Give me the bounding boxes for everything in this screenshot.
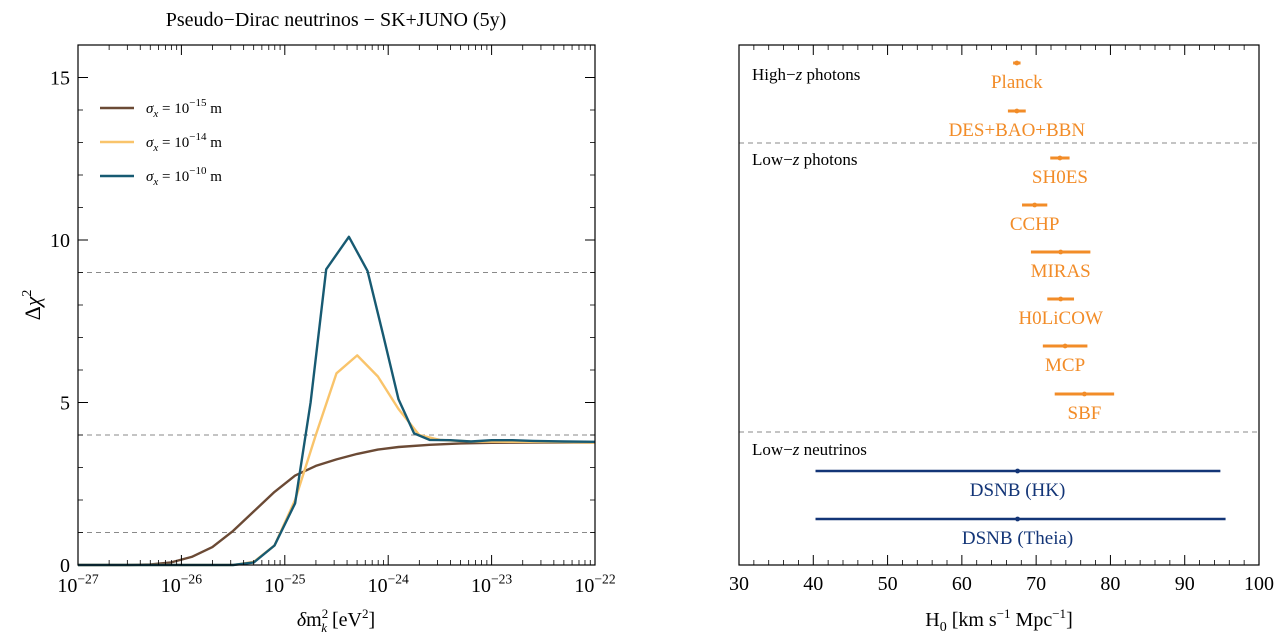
x-tick-label: 80 — [1100, 573, 1120, 595]
x-tick-label: 10−27 — [57, 572, 98, 597]
left-chart-title: Pseudo−Dirac neutrinos − SK+JUNO (5y) — [166, 9, 506, 31]
legend: σx = 10−15 m σx = 10−14 m σx = 10−10 m — [100, 97, 222, 188]
group-label: Low−z neutrinos — [752, 440, 867, 459]
measurement-label: CCHP — [1010, 214, 1060, 235]
central-value-point — [1082, 391, 1087, 397]
legend-label: σx = 10−15 m — [146, 97, 222, 120]
measurement-label: MIRAS — [1031, 261, 1091, 282]
x-tick-label: 50 — [878, 573, 898, 595]
right-plot-frame — [738, 44, 1260, 566]
series-lines — [78, 235, 596, 567]
central-value-point — [1015, 516, 1020, 522]
measurement-label: H0LiCOW — [1018, 308, 1103, 329]
x-tick-label: 10−25 — [264, 572, 305, 597]
central-value-point — [1062, 343, 1068, 349]
measurement-label: Planck — [991, 72, 1043, 93]
series-line — [78, 235, 596, 567]
x-tick-label: 40 — [803, 573, 823, 595]
x-ticks: 30 40 50 60 70 80 90 100 — [729, 45, 1274, 595]
group-labels: High−z photons Low−z photons Low−z neutrin… — [752, 65, 867, 459]
x-tick-label: 60 — [952, 573, 972, 595]
group-label: High−z photons — [752, 65, 860, 84]
h0-axis-label: H0 [km s−1 Mpc−1] — [925, 606, 1072, 633]
right-chart: High−z photons Low−z photons Low−z neutrin… — [729, 44, 1274, 633]
central-value-point — [1032, 202, 1038, 208]
x-ticks: 10−27 10−26 10−25 10−24 10−23 10−22 — [57, 45, 616, 597]
central-value-point — [1058, 249, 1064, 255]
central-value-point — [1014, 108, 1020, 114]
x-tick-label: 30 — [729, 573, 749, 595]
central-value-point — [1014, 60, 1020, 66]
y-tick-label: 0 — [60, 555, 70, 577]
measurement-label: DES+BAO+BBN — [949, 120, 1086, 141]
group-label: Low−z photons — [752, 150, 857, 169]
x-tick-label: 100 — [1244, 573, 1274, 595]
y-tick-label: 5 — [60, 393, 70, 415]
x-axis-label: δm2 k [eV2] — [297, 606, 375, 633]
y-ticks: 0 5 10 15 — [50, 44, 595, 577]
measurement-label: SH0ES — [1032, 167, 1088, 188]
series-line — [78, 441, 595, 567]
x-tick-label: 90 — [1175, 573, 1195, 595]
legend-label: σx = 10−14 m — [146, 131, 222, 154]
y-tick-label: 15 — [50, 68, 70, 90]
central-value-point — [1057, 155, 1063, 161]
x-tick-label: 10−26 — [161, 572, 202, 597]
x-tick-label: 10−23 — [471, 572, 512, 597]
reference-lines — [78, 272, 595, 533]
error-bars: Planck DES+BAO+BBN SH0ES CCHP MIRAS H0LiCOW MC… — [815, 60, 1226, 549]
x-tick-label: 70 — [1026, 573, 1046, 595]
measurement-label: DSNB (HK) — [970, 480, 1066, 501]
y-tick-label: 10 — [50, 230, 70, 252]
left-plot-frame — [77, 44, 596, 566]
y-axis-label: Δχ2 — [20, 290, 45, 321]
left-chart: Pseudo−Dirac neutrinos − SK+JUNO (5y) 10… — [20, 9, 616, 633]
legend-label: σx = 10−10 m — [146, 165, 222, 188]
x-tick-label: 10−24 — [368, 572, 409, 597]
central-value-point — [1058, 296, 1064, 302]
x-tick-label: 10−22 — [574, 572, 615, 597]
measurement-label: MCP — [1045, 355, 1085, 376]
central-value-point — [1015, 468, 1020, 474]
group-dividers — [739, 142, 1259, 433]
measurement-label: SBF — [1068, 403, 1102, 424]
measurement-label: DSNB (Theia) — [962, 528, 1073, 549]
